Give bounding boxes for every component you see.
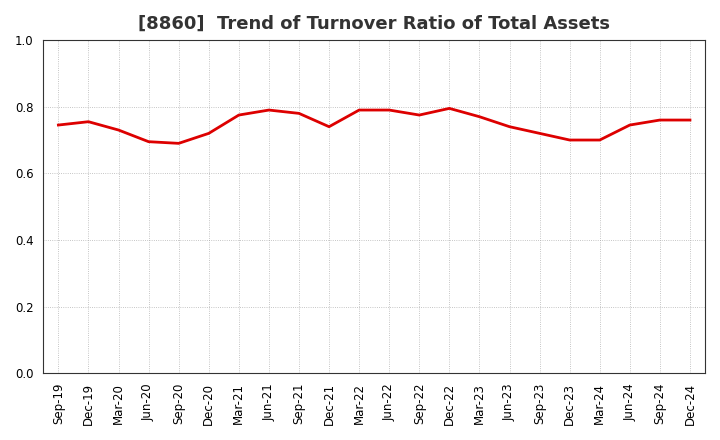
Title: [8860]  Trend of Turnover Ratio of Total Assets: [8860] Trend of Turnover Ratio of Total … (138, 15, 610, 33)
